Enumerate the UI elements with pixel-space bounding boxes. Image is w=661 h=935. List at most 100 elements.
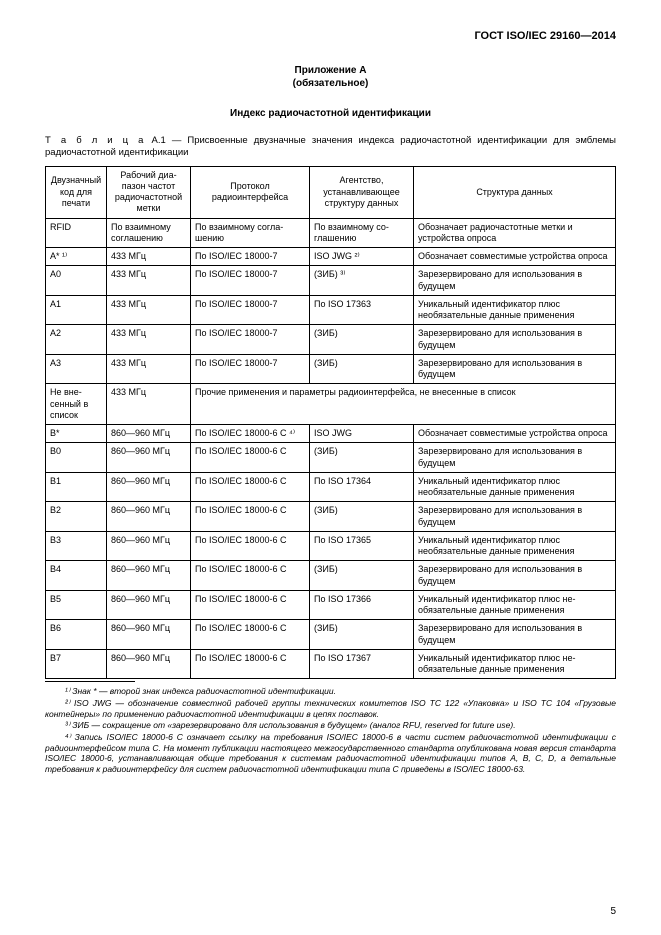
cell-freq: 860—960 МГц (107, 649, 191, 679)
cell-structure: Уникальный идентификатор плюс не­обязате… (414, 590, 616, 620)
table-row: B6860—960 МГцПо ISO/IEC 18000-6 C(ЗИБ)За… (46, 620, 616, 650)
cell-freq: 860—960 МГц (107, 502, 191, 532)
table-row: Не вне­сенный в список433 МГцПрочие прим… (46, 384, 616, 425)
cell-protocol: По ISO/IEC 18000-6 C (191, 443, 310, 473)
table-row: RFIDПо взаимному соглашениюПо взаимному … (46, 218, 616, 248)
table-caption-prefix: Т а б л и ц а (45, 135, 145, 146)
cell-protocol: По ISO/IEC 18000-6 C (191, 649, 310, 679)
cell-structure: Зарезервировано для использова­ния в буд… (414, 620, 616, 650)
cell-structure: Обозначает совместимые устрой­ства опрос… (414, 248, 616, 266)
cell-code: B4 (46, 561, 107, 591)
cell-freq: 860—960 МГц (107, 443, 191, 473)
footnote: ³⁾ ЗИБ — сокращение от «зарезервировано … (45, 720, 616, 731)
table-row: B1860—960 МГцПо ISO/IEC 18000-6 CПо ISO … (46, 472, 616, 502)
table-row: A3433 МГцПо ISO/IEC 18000-7(ЗИБ)Зарезерв… (46, 354, 616, 384)
cell-structure: Зарезервировано для использова­ния в буд… (414, 443, 616, 473)
cell-agency: (ЗИБ) (310, 620, 414, 650)
col-code: Дву­значный код для печати (46, 166, 107, 218)
doc-standard-id: ГОСТ ISO/IEC 29160—2014 (45, 30, 616, 42)
cell-agency: По ISO 17363 (310, 295, 414, 325)
table-row: B2860—960 МГцПо ISO/IEC 18000-6 C(ЗИБ)За… (46, 502, 616, 532)
appendix-heading: Приложение А (обязательное) (45, 64, 616, 90)
cell-agency: (ЗИБ) (310, 354, 414, 384)
cell-agency: По ISO 17364 (310, 472, 414, 502)
table-row: B*860—960 МГцПо ISO/IEC 18000-6 C ⁴⁾ISO … (46, 425, 616, 443)
cell-protocol: По ISO/IEC 18000-7 (191, 295, 310, 325)
cell-protocol: По ISO/IEC 18000-6 C (191, 472, 310, 502)
table-row: B4860—960 МГцПо ISO/IEC 18000-6 C(ЗИБ)За… (46, 561, 616, 591)
cell-freq: 860—960 МГц (107, 561, 191, 591)
cell-agency: (ЗИБ) (310, 561, 414, 591)
cell-code: A1 (46, 295, 107, 325)
cell-freq: 860—960 МГц (107, 472, 191, 502)
cell-agency: ISO JWG ²⁾ (310, 248, 414, 266)
table-row: A0433 МГцПо ISO/IEC 18000-7(ЗИБ) ³⁾Зарез… (46, 266, 616, 296)
cell-code: Не вне­сенный в список (46, 384, 107, 425)
cell-agency: По ISO 17365 (310, 531, 414, 561)
page-number: 5 (610, 906, 616, 917)
cell-structure: Обозначает совместимые устрой­ства опрос… (414, 425, 616, 443)
cell-agency: (ЗИБ) (310, 443, 414, 473)
footnote: ¹⁾ Знак * — второй знак индекса радиочас… (45, 686, 616, 697)
cell-code: B1 (46, 472, 107, 502)
cell-structure: Зарезервировано для использова­ния в буд… (414, 325, 616, 355)
cell-protocol: По ISO/IEC 18000-6 C (191, 620, 310, 650)
table-row: A1433 МГцПо ISO/IEC 18000-7По ISO 17363У… (46, 295, 616, 325)
cell-code: A3 (46, 354, 107, 384)
cell-protocol: По ISO/IEC 18000-7 (191, 266, 310, 296)
cell-protocol: По ISO/IEC 18000-6 C (191, 502, 310, 532)
table-row: B5860—960 МГцПо ISO/IEC 18000-6 CПо ISO … (46, 590, 616, 620)
cell-agency: По взаимному со­глашению (310, 218, 414, 248)
col-protocol: Протокол радиоинтерфейса (191, 166, 310, 218)
cell-structure: Уникальный идентификатор плюс не­обязате… (414, 649, 616, 679)
cell-protocol: По ISO/IEC 18000-7 (191, 354, 310, 384)
cell-code: A0 (46, 266, 107, 296)
cell-code: RFID (46, 218, 107, 248)
section-title: Индекс радиочастотной идентификации (45, 108, 616, 119)
cell-protocol: По ISO/IEC 18000-6 C (191, 531, 310, 561)
cell-span: Прочие применения и параметры радиоинтер… (191, 384, 616, 425)
cell-code: B5 (46, 590, 107, 620)
table-row: B3860—960 МГцПо ISO/IEC 18000-6 CПо ISO … (46, 531, 616, 561)
cell-protocol: По ISO/IEC 18000-7 (191, 248, 310, 266)
cell-structure: Зарезервировано для использова­ния в буд… (414, 354, 616, 384)
cell-protocol: По ISO/IEC 18000-6 C ⁴⁾ (191, 425, 310, 443)
appendix-sub: (обязательное) (45, 77, 616, 90)
cell-structure: Уникальный идентификатор плюс необязател… (414, 531, 616, 561)
cell-code: A* ¹⁾ (46, 248, 107, 266)
col-freq: Рабочий диа­пазон частот радиочастот­ной… (107, 166, 191, 218)
table-header-row: Дву­значный код для печати Рабочий диа­п… (46, 166, 616, 218)
cell-structure: Уникальный идентификатор плюс необязател… (414, 472, 616, 502)
cell-code: B0 (46, 443, 107, 473)
cell-protocol: По ISO/IEC 18000-7 (191, 325, 310, 355)
cell-freq: 433 МГц (107, 295, 191, 325)
cell-code: B6 (46, 620, 107, 650)
cell-freq: 860—960 МГц (107, 590, 191, 620)
col-structure: Структура данных (414, 166, 616, 218)
cell-agency: По ISO 17366 (310, 590, 414, 620)
cell-freq: 860—960 МГц (107, 531, 191, 561)
cell-agency: По ISO 17367 (310, 649, 414, 679)
cell-agency: ISO JWG (310, 425, 414, 443)
cell-code: B* (46, 425, 107, 443)
cell-code: B2 (46, 502, 107, 532)
cell-structure: Уникальный идентификатор плюс необязател… (414, 295, 616, 325)
cell-structure: Зарезервировано для использова­ния в буд… (414, 502, 616, 532)
col-agency: Агентство, устанавливающее структуру дан… (310, 166, 414, 218)
table-row: B7860—960 МГцПо ISO/IEC 18000-6 CПо ISO … (46, 649, 616, 679)
table-row: A* ¹⁾433 МГцПо ISO/IEC 18000-7ISO JWG ²⁾… (46, 248, 616, 266)
cell-protocol: По ISO/IEC 18000-6 C (191, 561, 310, 591)
appendix-label: Приложение А (45, 64, 616, 77)
cell-agency: (ЗИБ) ³⁾ (310, 266, 414, 296)
cell-freq: 433 МГц (107, 266, 191, 296)
footnote: ⁴⁾ Запись ISO/IEC 18000-6 C означает ссы… (45, 732, 616, 775)
cell-freq: 860—960 МГц (107, 620, 191, 650)
table-row: A2433 МГцПо ISO/IEC 18000-7(ЗИБ)Зарезерв… (46, 325, 616, 355)
footnote-divider (45, 681, 135, 682)
cell-structure: Зарезервировано для использова­ния в буд… (414, 266, 616, 296)
cell-agency: (ЗИБ) (310, 325, 414, 355)
cell-freq: 433 МГц (107, 384, 191, 425)
cell-code: B7 (46, 649, 107, 679)
cell-freq: 433 МГц (107, 248, 191, 266)
cell-structure: Обозначает радиочастотные метки и устрой… (414, 218, 616, 248)
